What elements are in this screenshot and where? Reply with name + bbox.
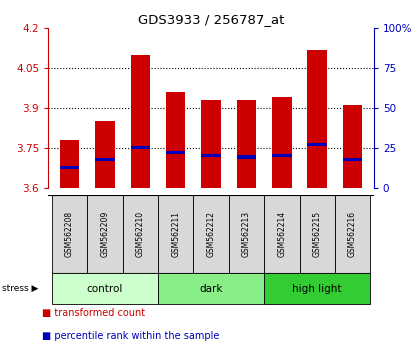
Bar xyxy=(166,92,185,188)
Text: high light: high light xyxy=(292,284,342,293)
Bar xyxy=(158,195,193,273)
Bar xyxy=(264,195,299,273)
Text: GSM562211: GSM562211 xyxy=(171,211,180,257)
Bar xyxy=(264,273,370,304)
Text: ■ percentile rank within the sample: ■ percentile rank within the sample xyxy=(42,331,219,341)
Bar xyxy=(272,97,291,188)
Bar xyxy=(60,166,79,170)
Bar xyxy=(95,158,115,161)
Bar xyxy=(201,154,221,157)
Text: ■ transformed count: ■ transformed count xyxy=(42,308,145,318)
Text: GSM562216: GSM562216 xyxy=(348,211,357,257)
Bar xyxy=(229,195,264,273)
Bar xyxy=(52,273,158,304)
Text: GSM562208: GSM562208 xyxy=(65,211,74,257)
Bar xyxy=(193,195,229,273)
Text: GSM562215: GSM562215 xyxy=(313,211,322,257)
Bar xyxy=(166,151,185,154)
Text: dark: dark xyxy=(200,284,223,293)
Bar xyxy=(237,100,256,188)
Text: GSM562213: GSM562213 xyxy=(242,211,251,257)
Bar xyxy=(87,195,123,273)
Bar xyxy=(237,155,256,159)
Title: GDS3933 / 256787_at: GDS3933 / 256787_at xyxy=(138,13,284,26)
Text: GSM562210: GSM562210 xyxy=(136,211,145,257)
Text: GSM562209: GSM562209 xyxy=(100,211,109,257)
Bar xyxy=(123,195,158,273)
Bar xyxy=(158,273,264,304)
Bar xyxy=(307,143,327,146)
Bar xyxy=(335,195,370,273)
Bar xyxy=(272,154,291,157)
Bar xyxy=(343,158,362,161)
Text: stress ▶: stress ▶ xyxy=(2,284,39,293)
Bar xyxy=(343,105,362,188)
Bar xyxy=(95,121,115,188)
Bar xyxy=(201,100,221,188)
Text: GSM562214: GSM562214 xyxy=(277,211,286,257)
Text: control: control xyxy=(87,284,123,293)
Bar xyxy=(60,140,79,188)
Bar xyxy=(307,50,327,188)
Bar xyxy=(131,145,150,149)
Text: GSM562212: GSM562212 xyxy=(207,211,215,257)
Bar xyxy=(299,195,335,273)
Bar xyxy=(131,55,150,188)
Bar xyxy=(52,195,87,273)
